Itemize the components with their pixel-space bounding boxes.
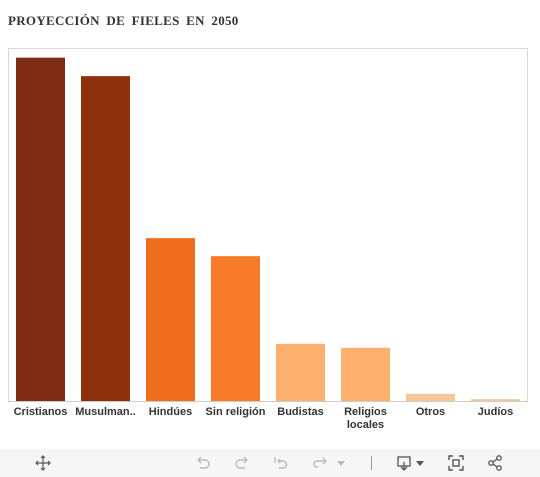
bar-chart: Cristianos Musulman.. Hindúes Sin religión B… bbox=[8, 48, 528, 431]
undo-icon[interactable] bbox=[192, 453, 214, 473]
bar-5[interactable] bbox=[276, 343, 325, 401]
x-tick-label: Budistas bbox=[277, 406, 323, 418]
move-icon[interactable] bbox=[32, 453, 54, 473]
chart-title: PROYECCIÓN DE FIELES EN 2050 bbox=[8, 13, 239, 28]
x-tick-label: Cristianos bbox=[14, 406, 68, 418]
bar-6[interactable] bbox=[341, 347, 390, 401]
bar-1[interactable] bbox=[16, 57, 65, 401]
bar-4[interactable] bbox=[211, 256, 260, 401]
x-tick-label: Hindúes bbox=[149, 406, 192, 418]
share-icon[interactable] bbox=[484, 453, 506, 473]
bar-7[interactable] bbox=[406, 393, 455, 401]
bar-8[interactable] bbox=[471, 399, 520, 401]
fullscreen-icon[interactable] bbox=[445, 453, 467, 473]
x-tick-label: Musulman.. bbox=[75, 406, 136, 418]
toolbar bbox=[0, 449, 540, 477]
bar-3[interactable] bbox=[146, 238, 195, 401]
refresh-icon[interactable] bbox=[309, 453, 331, 473]
x-tick-labels: Cristianos Musulman.. Hindúes Sin religión B… bbox=[14, 406, 514, 431]
x-tick-label: Otros bbox=[416, 406, 445, 418]
dropdown-icon[interactable] bbox=[334, 453, 348, 473]
redo-icon[interactable] bbox=[231, 453, 253, 473]
revert-icon[interactable] bbox=[270, 453, 292, 473]
x-tick-label: Sin religión bbox=[206, 406, 266, 418]
download-icon[interactable] bbox=[394, 453, 428, 473]
x-tick-label: Judíos bbox=[478, 406, 513, 418]
x-tick-label: Religios locales bbox=[344, 406, 387, 431]
toolbar-divider bbox=[371, 456, 372, 470]
bar-2[interactable] bbox=[81, 76, 130, 402]
bars-group bbox=[16, 57, 520, 402]
